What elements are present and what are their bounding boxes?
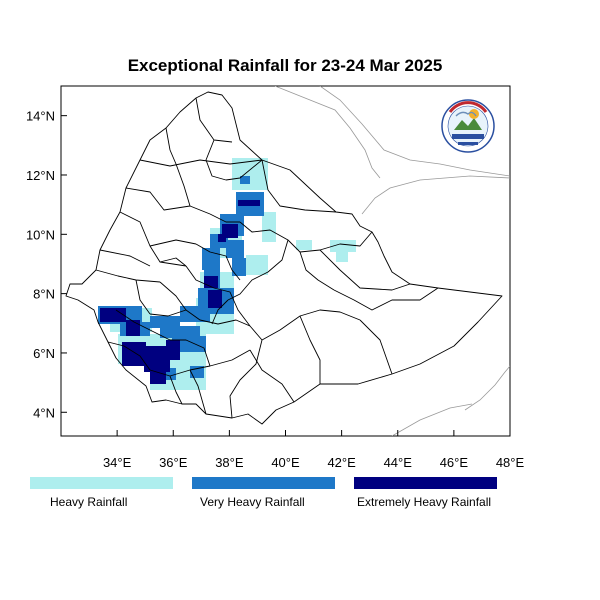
x-tick-label: 36°E bbox=[159, 455, 188, 470]
y-tick-label: 8°N bbox=[33, 287, 55, 302]
legend-label-heavy: Heavy Rainfall bbox=[50, 495, 128, 509]
map-title: Exceptional Rainfall for 23-24 Mar 2025 bbox=[127, 56, 443, 75]
x-tick-label: 48°E bbox=[496, 455, 525, 470]
neighbor-boundaries bbox=[274, 86, 510, 436]
y-tick-label: 6°N bbox=[33, 346, 55, 361]
y-tick-label: 14°N bbox=[26, 109, 55, 124]
y-axis: 4°N 6°N 8°N 10°N 12°N 14°N bbox=[26, 109, 67, 420]
legend-swatch-heavy bbox=[30, 477, 173, 489]
x-tick-label: 42°E bbox=[327, 455, 356, 470]
y-tick-label: 10°N bbox=[26, 227, 55, 242]
legend-swatch-extremely-heavy bbox=[354, 477, 497, 489]
x-tick-label: 46°E bbox=[440, 455, 469, 470]
x-tick-label: 34°E bbox=[103, 455, 132, 470]
y-tick-label: 12°N bbox=[26, 168, 55, 183]
x-axis: 34°E 36°E 38°E 40°E 42°E 44°E 46°E 48°E bbox=[103, 430, 525, 470]
x-tick-label: 40°E bbox=[271, 455, 300, 470]
y-tick-label: 4°N bbox=[33, 405, 55, 420]
legend-label-extremely-heavy: Extremely Heavy Rainfall bbox=[357, 495, 492, 509]
admin-boundaries bbox=[65, 91, 503, 425]
agency-logo bbox=[441, 99, 495, 153]
x-tick-label: 38°E bbox=[215, 455, 244, 470]
legend-label-very-heavy: Very Heavy Rainfall bbox=[200, 495, 305, 509]
legend-swatch-very-heavy bbox=[192, 477, 335, 489]
plot-frame bbox=[60, 85, 511, 437]
x-tick-label: 44°E bbox=[384, 455, 413, 470]
